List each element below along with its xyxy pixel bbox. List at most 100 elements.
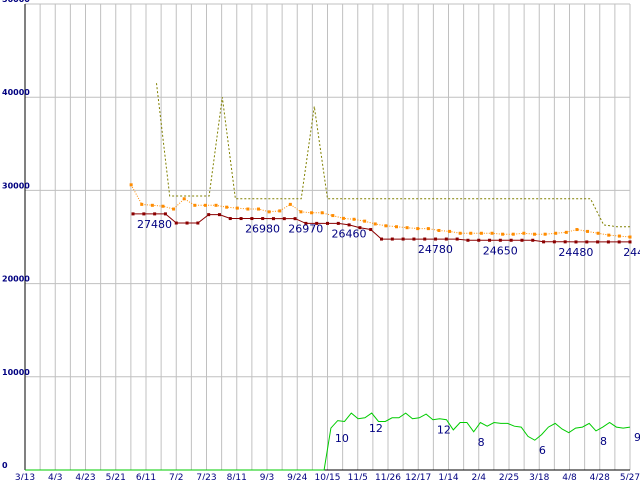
upper_line-point	[596, 231, 600, 235]
data-label: 8	[478, 436, 485, 449]
upper_line-point	[448, 229, 452, 233]
upper_line-point	[607, 233, 611, 237]
main_line-point	[261, 217, 265, 221]
data-label: 12	[369, 422, 383, 435]
main_line-point	[369, 228, 373, 232]
upper_line-point	[288, 202, 292, 206]
upper_line-point	[458, 231, 462, 235]
main_line-point	[401, 237, 405, 241]
main_line-point	[347, 223, 351, 227]
upper_line-point	[394, 225, 398, 229]
upper_line-point	[405, 226, 409, 230]
data-label: 26460	[332, 227, 367, 240]
x-tick-label: 2/25	[499, 473, 519, 480]
x-tick-label: 4/23	[75, 473, 95, 480]
data-label: 24780	[418, 243, 453, 256]
upper_line-point	[257, 207, 261, 211]
x-tick-label: 10/15	[315, 473, 341, 480]
upper_line-point	[426, 227, 430, 231]
y-tick-labels: 0 10000 20000 30000 40000 50000	[2, 0, 30, 470]
main_line-point	[412, 237, 416, 241]
main_line-point	[163, 212, 167, 216]
upper_line-point	[373, 222, 377, 226]
main_line-point	[520, 238, 524, 242]
upper_line-point	[575, 228, 579, 232]
main_line-point	[174, 221, 178, 225]
upper_line-point	[310, 211, 314, 215]
upper_line-point	[416, 227, 420, 231]
upper_line-point	[628, 235, 632, 239]
upper_line-point	[554, 231, 558, 235]
upper_line-point	[161, 204, 165, 208]
upper_line-point	[235, 206, 239, 210]
y-tick-label: 50000	[2, 0, 30, 4]
grid-lines	[25, 3, 631, 471]
upper_line-path	[130, 184, 631, 238]
main_line-point	[574, 240, 578, 244]
x-tick-label: 12/17	[405, 473, 431, 480]
upper_line-point	[172, 207, 176, 211]
main_line-point	[336, 221, 340, 225]
x-tick-label: 11/5	[348, 473, 368, 480]
upper_line-point	[564, 230, 568, 234]
upper_line-point	[182, 197, 186, 201]
main_line-point	[477, 238, 481, 242]
x-tick-label: 9/24	[287, 473, 307, 480]
main_line-point	[228, 217, 232, 221]
upper_line-point	[129, 183, 133, 187]
main_line-point	[509, 238, 513, 242]
data-label: 24480	[558, 246, 593, 259]
x-tick-label: 7/23	[196, 473, 216, 480]
data-label: 9	[634, 431, 640, 444]
upper_line-point	[479, 231, 483, 235]
main_line-point	[293, 217, 297, 221]
x-tick-label: 1/14	[438, 473, 458, 480]
data-label: 6	[539, 444, 546, 457]
upper_line-point	[341, 216, 345, 220]
main_line-point	[585, 240, 589, 244]
y-tick-label: 40000	[2, 88, 30, 97]
y-tick-label: 30000	[2, 181, 30, 190]
upper_line-point	[299, 210, 303, 214]
x-tick-labels: 3/13 4/3 4/23 5/21 6/11 7/2 7/23 8/11 9/3 9/24 10/…	[15, 473, 640, 480]
upper_line-point	[331, 214, 335, 218]
upper_line-point	[469, 231, 473, 235]
upper_line-point	[352, 217, 356, 221]
main_line-point	[326, 221, 329, 225]
data-label: 24470	[623, 246, 640, 259]
main_line-point	[250, 217, 254, 221]
upper_line-point	[501, 232, 505, 236]
x-tick-label: 3/13	[15, 473, 35, 480]
main_line-point	[596, 240, 600, 244]
main_line-point	[542, 240, 546, 244]
main_line-point	[455, 237, 459, 241]
main_line-point	[185, 221, 189, 225]
main_line-point	[498, 238, 502, 242]
upper_line-point	[522, 231, 526, 235]
main_line-point	[282, 217, 286, 221]
upper_line-point	[437, 228, 441, 232]
data-label: 12	[437, 424, 451, 437]
data-label: 27480	[137, 218, 172, 231]
main_line-point	[217, 213, 221, 217]
x-tick-label: 3/18	[529, 473, 549, 480]
y-tick-label: 20000	[2, 275, 30, 284]
main_line-point	[304, 221, 308, 225]
x-tick-label: 9/3	[260, 473, 274, 480]
x-tick-label: 4/3	[48, 473, 62, 480]
upper_line-point	[490, 231, 494, 235]
main_line-point	[466, 238, 470, 242]
upper_line-point	[384, 224, 388, 228]
upper_line-point	[150, 203, 154, 207]
y-tick-label: 10000	[2, 368, 30, 377]
main_line-point	[606, 240, 610, 244]
main_line-point	[271, 217, 275, 221]
main_line-point	[563, 240, 567, 244]
x-tick-label: 7/2	[169, 473, 183, 480]
max_line-path	[156, 83, 630, 228]
main_line-point	[153, 212, 157, 216]
main_line-point	[617, 240, 621, 244]
x-tick-label: 6/11	[136, 473, 156, 480]
data-label: 24650	[483, 244, 518, 257]
main_line-point	[628, 240, 632, 244]
